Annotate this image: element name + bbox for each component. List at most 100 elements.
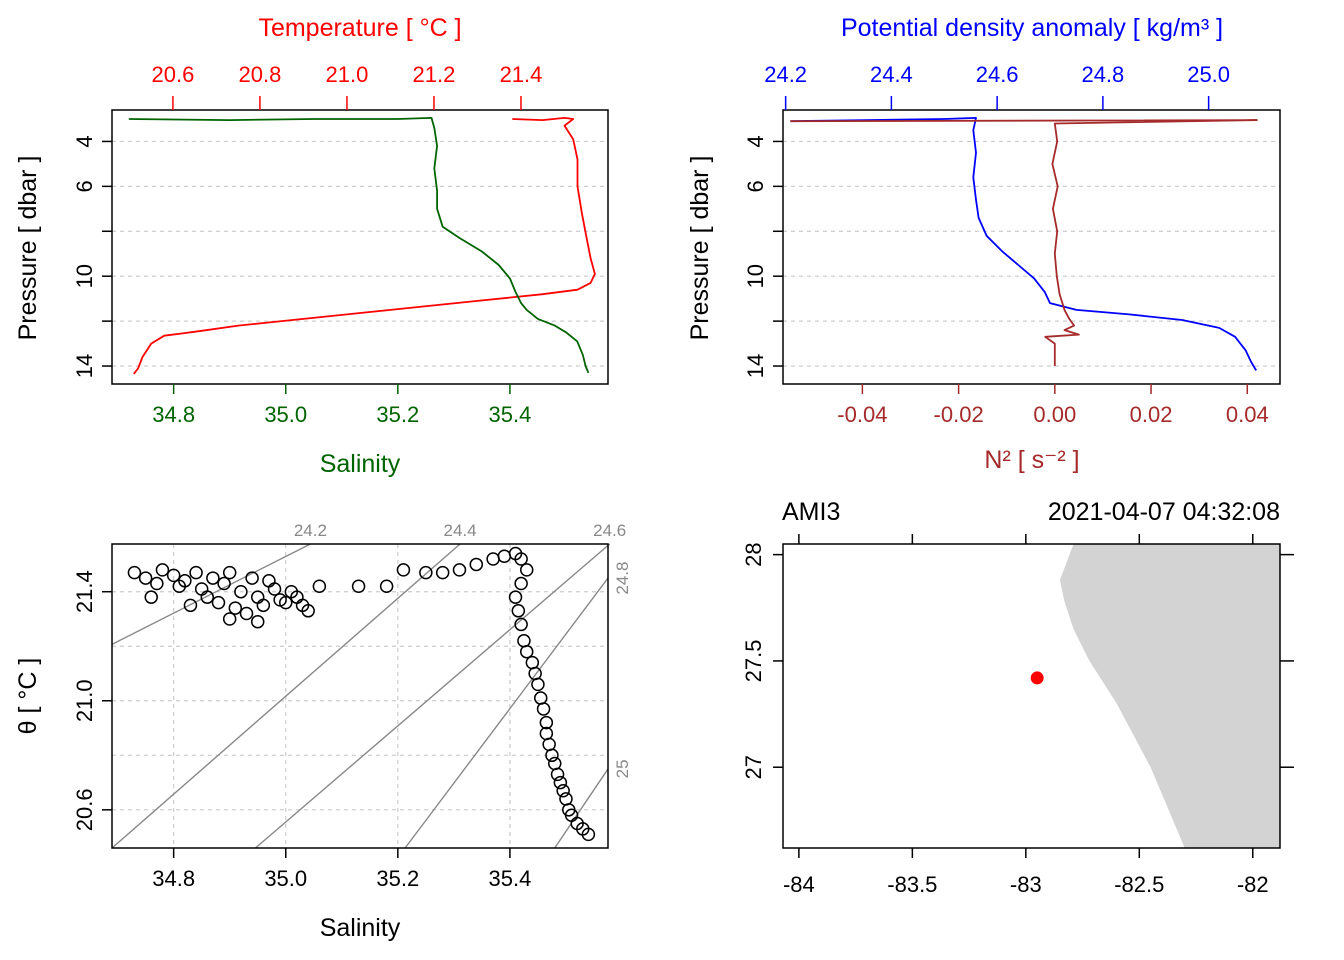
profile-density-frame [782, 109, 1281, 385]
ts-point [514, 576, 528, 591]
ts-point [250, 614, 265, 629]
ts-point [267, 582, 282, 596]
isopycnal-line [404, 577, 609, 849]
ts-point [539, 715, 554, 730]
n2-axis-tick-label: 0.04 [1226, 402, 1269, 427]
ts-point [144, 590, 158, 604]
ts-point [508, 590, 523, 604]
profile-density-axes: 24.2 24.4 24.6 24.8 25.0 -0.04 -0.02 0.00 0.02 0.… [743, 62, 1281, 427]
density-line [790, 117, 1257, 371]
longitude-tick-label: -83 [1010, 872, 1042, 897]
station-map-frame [782, 543, 1281, 849]
ts-point [166, 568, 181, 583]
station-marker [1030, 671, 1044, 685]
profile-ts-panel: 20.6 20.8 21.0 21.2 21.4 34.8 35.0 35.2 35.4 4 6 10… [14, 14, 609, 478]
ts-point [150, 576, 164, 591]
pressure-axis-tick-label: 14 [743, 354, 768, 378]
isopycnal-label: 24.6 [593, 521, 626, 540]
ts-point [435, 565, 450, 580]
isopycnal-label: 24.8 [613, 562, 632, 595]
n2-axis-tick-label: 0.02 [1130, 402, 1173, 427]
ts-theta-axis-tick-label: 21.0 [72, 679, 97, 722]
salinity-axis-tick-label: 35.4 [489, 402, 532, 427]
station-map-station-name: AMI3 [782, 498, 840, 526]
station-map-panel: -84 -83.5 -83 -82.5 -82 27 27.5 28 AMI3 2021-04… [741, 498, 1294, 897]
pressure-axis-tick-label: 10 [72, 264, 97, 288]
ts-point [222, 612, 237, 626]
n2-axis-tick-label: -0.02 [934, 402, 984, 427]
profile-ts-grid [112, 140, 608, 367]
pressure-axis-tick-label: 4 [743, 135, 768, 147]
ts-point [228, 601, 243, 615]
ts-point [514, 617, 528, 632]
profile-ts-series [128, 117, 596, 375]
isopycnal-line [111, 543, 311, 645]
ts-salinity-axis-tick-label: 34.8 [152, 866, 195, 891]
isopycnal-line [554, 768, 609, 849]
temperature-axis-tick-label: 20.6 [151, 62, 194, 87]
ts-point [211, 595, 226, 610]
ts-point [127, 565, 142, 580]
ts-point [245, 571, 259, 585]
profile-density-y-axis-title: Pressure [ dbar ] [686, 156, 714, 341]
isopycnal-label: 24.4 [443, 521, 476, 540]
salinity-axis-tick-label: 34.8 [152, 402, 195, 427]
ts-point [206, 571, 220, 585]
density-axis-tick-label: 24.8 [1081, 62, 1124, 87]
ts-point [556, 783, 570, 798]
profile-ts-top-axis-title: Temperature [ °C ] [258, 14, 461, 42]
ts-point [545, 748, 559, 763]
ts-diagram-frame [111, 543, 609, 849]
ts-theta-axis-tick-label: 21.4 [72, 570, 97, 613]
ts-point [138, 571, 153, 585]
ts-point [536, 702, 551, 716]
profile-ts-axes: 20.6 20.8 21.0 21.2 21.4 34.8 35.0 35.2 35.4 4 6 10… [72, 62, 609, 427]
longitude-tick-label: -82 [1237, 872, 1269, 897]
ts-point [312, 579, 327, 594]
ts-point [419, 565, 433, 580]
ts-point [379, 579, 394, 594]
land-polygon [1059, 544, 1280, 848]
ts-salinity-axis-tick-label: 35.4 [489, 866, 532, 891]
n2-line [790, 119, 1258, 366]
ts-diagram-x-axis-title: Salinity [320, 914, 401, 942]
profile-ts-bottom-axis-title: Salinity [320, 450, 401, 478]
ts-point [234, 584, 248, 599]
temperature-axis-tick-label: 21.0 [326, 62, 369, 87]
n2-axis-tick-label: -0.04 [837, 402, 887, 427]
ts-point [553, 775, 568, 790]
longitude-tick-label: -82.5 [1114, 872, 1164, 897]
longitude-tick-label: -83.5 [887, 872, 937, 897]
density-axis-tick-label: 24.4 [870, 62, 913, 87]
salinity-line [128, 117, 590, 374]
ts-diagram-panel: 24.2 24.4 24.6 24.8 25 34.8 35.0 35.2 35.4 20.6 2… [14, 521, 632, 942]
latitude-tick-label: 27 [741, 755, 766, 779]
ts-diagram-isopycnals: 24.2 24.4 24.6 24.8 25 [111, 521, 632, 849]
ts-point [183, 598, 198, 613]
isopycnal-line [255, 543, 611, 849]
ts-point [396, 563, 411, 577]
temperature-axis-tick-label: 21.2 [413, 62, 456, 87]
temperature-line [133, 117, 596, 375]
station-map-axes: -84 -83.5 -83 -82.5 -82 27 27.5 28 [741, 534, 1294, 897]
ts-salinity-axis-tick-label: 35.0 [264, 866, 307, 891]
ts-point [178, 574, 192, 588]
ts-point [519, 563, 534, 577]
profile-density-bottom-axis-title: N² [ s⁻² ] [984, 446, 1079, 474]
ts-point [452, 563, 467, 577]
ts-point [581, 827, 596, 842]
ts-point [351, 579, 366, 594]
pressure-axis-tick-label: 10 [743, 264, 768, 288]
longitude-tick-label: -84 [783, 872, 815, 897]
temperature-axis-tick-label: 20.8 [239, 62, 282, 87]
profile-ts-y-axis-title: Pressure [ dbar ] [14, 156, 42, 341]
station-map-station [1030, 671, 1044, 685]
ts-point [514, 552, 528, 566]
ts-point [189, 565, 203, 580]
temperature-axis-tick-label: 21.4 [500, 62, 543, 87]
ts-point [301, 604, 315, 618]
station-map-timestamp: 2021-04-07 04:32:08 [1048, 498, 1280, 526]
pressure-axis-tick-label: 4 [72, 135, 97, 147]
ts-point [239, 606, 254, 621]
